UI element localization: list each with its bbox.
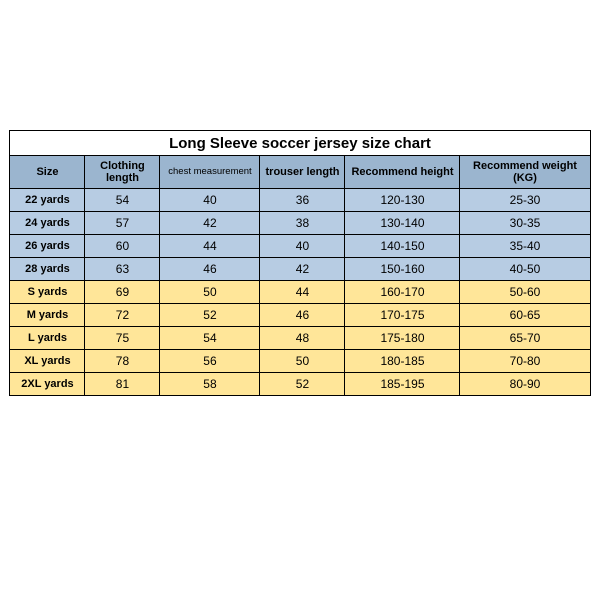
size-cell: L yards — [10, 327, 85, 350]
value-cell: 185-195 — [345, 373, 460, 396]
col-chest: chest measurement — [160, 156, 260, 189]
value-cell: 160-170 — [345, 281, 460, 304]
value-cell: 58 — [160, 373, 260, 396]
value-cell: 72 — [85, 304, 160, 327]
value-cell: 46 — [160, 258, 260, 281]
table-title: Long Sleeve soccer jersey size chart — [10, 131, 590, 156]
value-cell: 42 — [260, 258, 345, 281]
value-cell: 30-35 — [460, 212, 590, 235]
value-cell: 70-80 — [460, 350, 590, 373]
size-chart-table: Long Sleeve soccer jersey size chart Siz… — [9, 130, 590, 396]
value-cell: 140-150 — [345, 235, 460, 258]
table-row: XL yards785650180-18570-80 — [10, 350, 590, 373]
table-row: 22 yards544036120-13025-30 — [10, 189, 590, 212]
size-cell: S yards — [10, 281, 85, 304]
value-cell: 63 — [85, 258, 160, 281]
size-cell: 26 yards — [10, 235, 85, 258]
value-cell: 46 — [260, 304, 345, 327]
value-cell: 130-140 — [345, 212, 460, 235]
size-cell: M yards — [10, 304, 85, 327]
value-cell: 38 — [260, 212, 345, 235]
value-cell: 54 — [160, 327, 260, 350]
col-clothing: Clothing length — [85, 156, 160, 189]
value-cell: 60 — [85, 235, 160, 258]
table-row: 24 yards574238130-14030-35 — [10, 212, 590, 235]
value-cell: 120-130 — [345, 189, 460, 212]
value-cell: 56 — [160, 350, 260, 373]
size-cell: 28 yards — [10, 258, 85, 281]
value-cell: 75 — [85, 327, 160, 350]
value-cell: 60-65 — [460, 304, 590, 327]
value-cell: 42 — [160, 212, 260, 235]
table-row: 2XL yards815852185-19580-90 — [10, 373, 590, 396]
size-cell: 22 yards — [10, 189, 85, 212]
size-cell: XL yards — [10, 350, 85, 373]
size-cell: 2XL yards — [10, 373, 85, 396]
value-cell: 150-160 — [345, 258, 460, 281]
value-cell: 40-50 — [460, 258, 590, 281]
size-cell: 24 yards — [10, 212, 85, 235]
table-row: 28 yards634642150-16040-50 — [10, 258, 590, 281]
value-cell: 44 — [260, 281, 345, 304]
value-cell: 65-70 — [460, 327, 590, 350]
value-cell: 25-30 — [460, 189, 590, 212]
value-cell: 50 — [260, 350, 345, 373]
value-cell: 170-175 — [345, 304, 460, 327]
value-cell: 44 — [160, 235, 260, 258]
col-weight: Recommend weight (KG) — [460, 156, 590, 189]
value-cell: 78 — [85, 350, 160, 373]
table-row: L yards755448175-18065-70 — [10, 327, 590, 350]
col-height: Recommend height — [345, 156, 460, 189]
value-cell: 35-40 — [460, 235, 590, 258]
value-cell: 69 — [85, 281, 160, 304]
value-cell: 50-60 — [460, 281, 590, 304]
value-cell: 40 — [260, 235, 345, 258]
table-row: S yards695044160-17050-60 — [10, 281, 590, 304]
col-trouser: trouser length — [260, 156, 345, 189]
value-cell: 48 — [260, 327, 345, 350]
value-cell: 40 — [160, 189, 260, 212]
value-cell: 180-185 — [345, 350, 460, 373]
value-cell: 80-90 — [460, 373, 590, 396]
table-row: 26 yards604440140-15035-40 — [10, 235, 590, 258]
value-cell: 175-180 — [345, 327, 460, 350]
table-header-row: Size Clothing length chest measurement t… — [10, 156, 590, 189]
table-row: M yards725246170-17560-65 — [10, 304, 590, 327]
col-size: Size — [10, 156, 85, 189]
value-cell: 50 — [160, 281, 260, 304]
value-cell: 54 — [85, 189, 160, 212]
value-cell: 81 — [85, 373, 160, 396]
value-cell: 52 — [160, 304, 260, 327]
value-cell: 57 — [85, 212, 160, 235]
value-cell: 36 — [260, 189, 345, 212]
value-cell: 52 — [260, 373, 345, 396]
